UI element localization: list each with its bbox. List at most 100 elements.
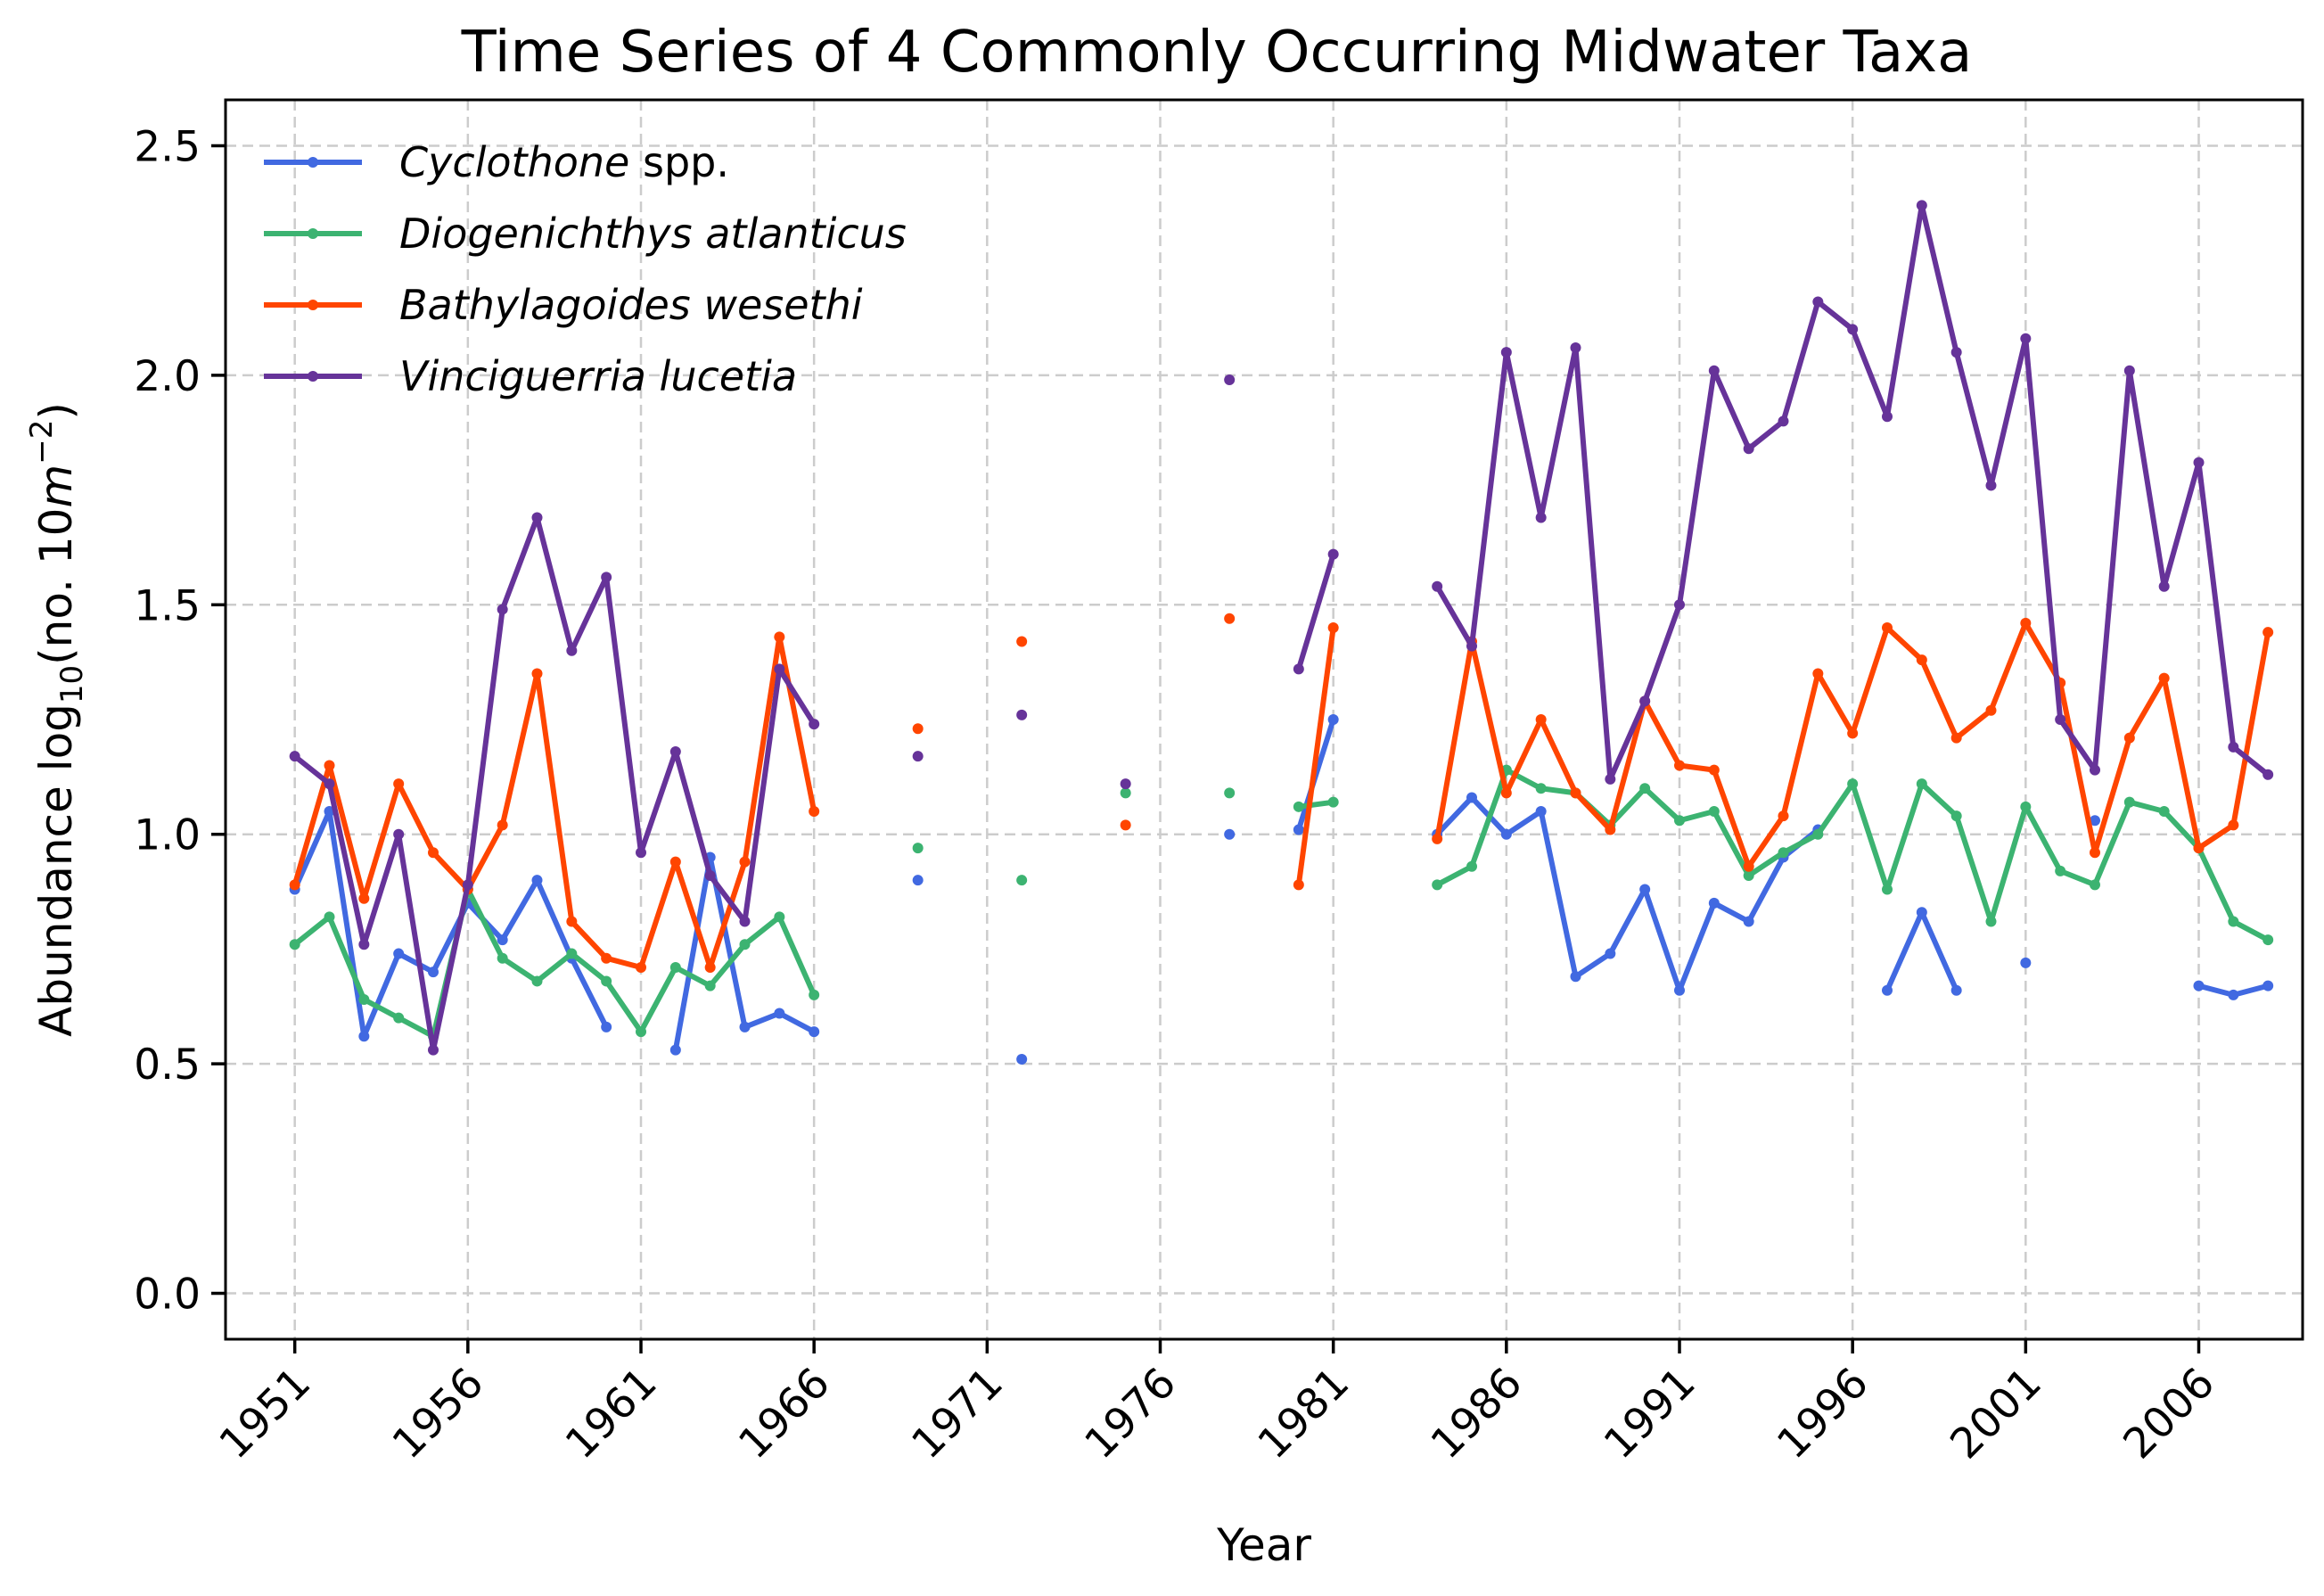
x-tick-label: 1976 (1076, 1359, 1186, 1468)
data-point (1847, 778, 1859, 790)
data-point (809, 1026, 820, 1038)
series-line (1434, 794, 1820, 993)
data-point (462, 879, 473, 891)
data-point (2262, 934, 2274, 946)
plot-frame (224, 98, 2304, 1341)
data-point (636, 962, 646, 973)
data-point (1916, 778, 1927, 790)
data-point (393, 948, 405, 959)
data-point (1708, 365, 1720, 376)
data-point (1224, 613, 1236, 624)
data-point (2262, 769, 2274, 780)
legend-label: Bathylagoides wesethi (399, 281, 863, 329)
data-point (1327, 548, 1339, 560)
data-point (601, 975, 612, 987)
data-point (809, 719, 820, 730)
y-tick-label: 2.0 (134, 352, 201, 401)
data-point (428, 847, 439, 859)
data-point (739, 916, 751, 927)
x-tick-label: 2006 (2115, 1359, 2224, 1468)
data-point (2123, 732, 2135, 744)
data-point (1743, 916, 1754, 927)
data-point (1985, 916, 1997, 927)
data-point (2193, 843, 2205, 854)
data-point (1500, 787, 1512, 799)
data-point (1327, 796, 1339, 808)
data-point (289, 939, 300, 950)
x-tick-label: 1956 (383, 1359, 493, 1468)
data-point (2193, 980, 2205, 991)
data-point (2262, 627, 2274, 638)
data-point (669, 1044, 681, 1056)
data-point (2090, 764, 2100, 776)
y-axis-label-main: Abundance log (30, 703, 82, 1037)
data-point (774, 631, 785, 643)
series-line (1295, 627, 1336, 885)
x-tick-label: 1966 (729, 1359, 839, 1468)
data-point (2090, 815, 2100, 827)
data-point (1812, 668, 1824, 679)
data-point (1327, 622, 1339, 634)
data-point (531, 668, 543, 679)
data-point (1605, 824, 1616, 835)
x-tick-label: 1981 (1249, 1359, 1359, 1468)
data-point (1708, 897, 1720, 909)
data-point (739, 856, 751, 868)
data-point (1950, 984, 1962, 996)
data-point (1500, 828, 1512, 840)
data-point (2262, 980, 2274, 991)
data-point (566, 916, 578, 927)
data-point (1882, 884, 1893, 895)
data-point (2055, 865, 2066, 876)
data-point (912, 751, 924, 762)
data-point (428, 1044, 439, 1056)
data-point (739, 1021, 751, 1032)
data-point (1535, 805, 1547, 817)
series-2 (289, 613, 2274, 973)
plot-series (289, 200, 2274, 1065)
data-point (1535, 512, 1547, 523)
data-point (704, 980, 716, 991)
data-point (1708, 805, 1720, 817)
x-tick-label: 1986 (1422, 1359, 1532, 1468)
data-point (1639, 884, 1651, 895)
data-point (1847, 728, 1859, 739)
data-point (1293, 879, 1304, 891)
data-point (1570, 787, 1581, 799)
data-point (1016, 709, 1028, 720)
data-point (2020, 801, 2032, 812)
data-point (1674, 599, 1685, 611)
legend-label-italic: Cyclothone (399, 138, 629, 186)
y-tick-label: 1.5 (134, 581, 201, 630)
data-point (1639, 783, 1651, 794)
data-point (912, 723, 924, 735)
x-tick-label: 1951 (210, 1359, 320, 1468)
legend-marker (308, 300, 318, 310)
data-point (1432, 580, 1443, 592)
data-point (1120, 819, 1131, 831)
data-point (1605, 773, 1616, 785)
data-point (428, 967, 439, 978)
data-point (566, 645, 578, 656)
data-point (1605, 948, 1616, 959)
legend-marker (308, 228, 318, 239)
data-point (2090, 879, 2100, 891)
data-point (1778, 847, 1789, 859)
y-axis-label-unit-m: m (30, 465, 82, 508)
data-point (393, 1012, 405, 1024)
series-line (1298, 799, 1334, 810)
data-point (912, 843, 924, 854)
data-point (2158, 805, 2170, 817)
data-point (1882, 984, 1893, 996)
data-point (601, 572, 612, 583)
y-axis-label-superscript: −2 (24, 420, 60, 465)
data-point (497, 934, 508, 946)
x-tick-label: 1961 (556, 1359, 666, 1468)
data-point (809, 989, 820, 1000)
data-point (1743, 443, 1754, 455)
data-point (774, 1008, 785, 1019)
data-point (358, 939, 370, 950)
data-point (774, 663, 785, 675)
x-tick-label: 1991 (1595, 1359, 1704, 1468)
data-point (809, 805, 820, 817)
